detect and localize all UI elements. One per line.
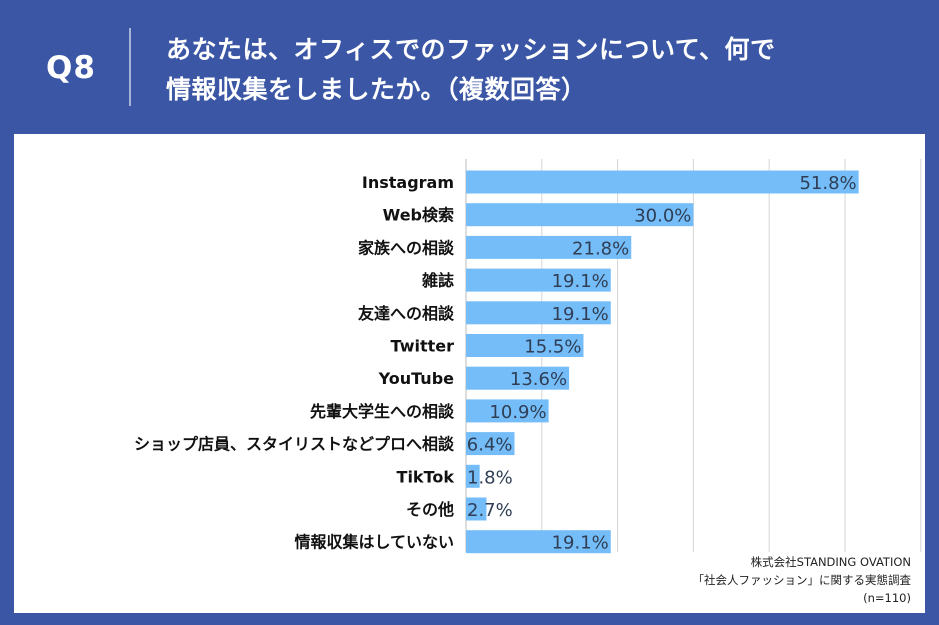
bar xyxy=(466,203,694,227)
category-label: 家族への相談 xyxy=(358,238,455,257)
data-label: 19.1% xyxy=(552,271,609,292)
bar xyxy=(466,334,584,357)
bar xyxy=(466,301,611,325)
category-label: TikTok xyxy=(397,467,455,486)
sample-size: (n=110) xyxy=(863,591,911,605)
category-label: 情報収集はしていない xyxy=(294,533,454,552)
bar xyxy=(466,399,549,423)
bar xyxy=(466,366,570,390)
category-label: Twitter xyxy=(391,337,455,356)
data-label: 15.5% xyxy=(524,337,581,358)
data-label: 10.9% xyxy=(489,402,546,423)
bar xyxy=(466,170,859,194)
bar xyxy=(466,268,611,292)
bar xyxy=(466,530,611,554)
category-label: 雑誌 xyxy=(421,271,454,290)
data-label: 19.1% xyxy=(552,304,609,325)
question-title-line-2: 情報収集をしましたか。（複数回答） xyxy=(166,75,587,104)
data-label: 2.7% xyxy=(467,500,513,521)
bar xyxy=(466,235,632,259)
data-label: 6.4% xyxy=(467,435,513,456)
data-label: 51.8% xyxy=(799,173,856,194)
bar xyxy=(466,432,515,456)
source-note: 株式会社STANDING OVATION 「社会人ファッション」に関する実態調査… xyxy=(693,553,912,607)
question-title: あなたは、オフィスでのファッションについて、何で 情報収集をしましたか。（複数回… xyxy=(166,30,776,110)
source-company: 株式会社STANDING OVATION xyxy=(750,555,911,569)
category-label: 先輩大学生への相談 xyxy=(310,402,455,421)
data-label: 13.6% xyxy=(510,369,567,390)
source-survey: 「社会人ファッション」に関する実態調査 xyxy=(692,573,912,587)
data-label: 19.1% xyxy=(552,533,609,554)
bar xyxy=(466,497,487,521)
bar xyxy=(466,464,480,488)
chart-panel: Instagram 51.8% Web検索 30.0% 家族への相談 21.8% 雑誌 19.… xyxy=(14,134,925,613)
data-label: 21.8% xyxy=(572,238,629,259)
data-label: 30.0% xyxy=(634,206,691,227)
question-number: Q8 xyxy=(46,50,96,86)
question-title-line-1: あなたは、オフィスでのファッションについて、何で xyxy=(166,35,776,64)
category-label: YouTube xyxy=(378,369,455,388)
category-label: その他 xyxy=(406,500,454,519)
bar-chart: Instagram 51.8% Web検索 30.0% 家族への相談 21.8% 雑誌 19.… xyxy=(134,159,922,554)
category-label: Web検索 xyxy=(383,206,454,225)
data-label: 1.8% xyxy=(467,467,513,488)
header: Q8 あなたは、オフィスでのファッションについて、何で 情報収集をしましたか。（… xyxy=(0,0,939,130)
category-label: ショップ店員、スタイリストなどプロへ相談 xyxy=(134,435,455,454)
category-label: 友達への相談 xyxy=(358,304,455,323)
category-label: Instagram xyxy=(362,173,454,192)
header-divider xyxy=(129,28,131,106)
